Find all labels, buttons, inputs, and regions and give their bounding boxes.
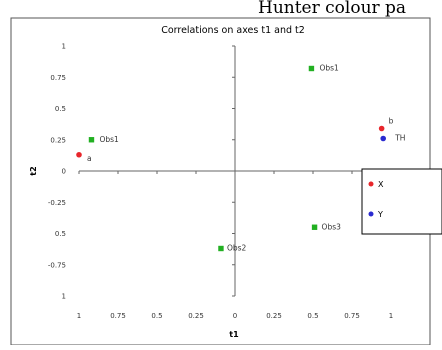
x-tick-label: 1	[77, 312, 81, 320]
point-label: a	[87, 154, 92, 163]
legend-label: X	[378, 180, 384, 189]
x-tick-label: 0.5	[151, 312, 162, 320]
data-point-circle	[380, 135, 387, 142]
y-tick-label: 1	[62, 43, 66, 51]
y-axis-label: t2	[29, 166, 38, 175]
y-tick-label: 0.25	[50, 136, 66, 144]
data-point-square	[218, 245, 224, 252]
x-tick-label: 0.75	[110, 312, 126, 320]
y-tick-label: 0.5	[55, 105, 66, 113]
point-label: Obs1	[319, 64, 339, 73]
legend-marker	[368, 181, 374, 187]
data-point-square	[88, 137, 95, 143]
point-label: Obs1	[99, 135, 119, 144]
legend: XY	[361, 168, 442, 235]
x-tick-label: 0.25	[266, 312, 282, 320]
legend-marker	[368, 211, 374, 217]
ticks-group: 1 0.75 0.5 0.25 0 0.25 0.5 0.75 1 1 0.75 0.5 0.25 0 -0…	[48, 43, 393, 321]
point-label: b	[389, 117, 394, 126]
data-point-circle	[378, 125, 385, 132]
y-tick-label: 0.75	[50, 74, 66, 82]
data-point-square	[308, 65, 315, 72]
chart-title: Correlations on axes t1 and t2	[161, 25, 305, 36]
data-point-square	[311, 224, 318, 230]
x-tick-label: 0.5	[307, 312, 318, 320]
x-axis-label: t1	[229, 330, 239, 339]
y-tick-label: -0.25	[48, 199, 66, 207]
y-tick-label: 0	[62, 168, 66, 176]
x-tick-label: 0.75	[344, 312, 360, 320]
y-tick-label: 1	[62, 293, 66, 301]
data-point-circle	[76, 151, 82, 158]
point-label: Obs2	[227, 244, 247, 253]
x-tick-label: 1	[389, 312, 393, 320]
x-tick-label: 0	[233, 312, 237, 320]
point-label: TH	[394, 134, 405, 143]
legend-label: Y	[377, 210, 383, 219]
point-label: Obs3	[322, 222, 342, 231]
y-tick-label: 0.5	[55, 230, 66, 238]
legend-box	[361, 168, 442, 235]
chart-frame	[10, 17, 431, 346]
x-tick-label: 0.25	[188, 312, 204, 320]
y-tick-label: -0.75	[48, 261, 66, 269]
page-heading: Hunter colour pa	[258, 0, 406, 18]
